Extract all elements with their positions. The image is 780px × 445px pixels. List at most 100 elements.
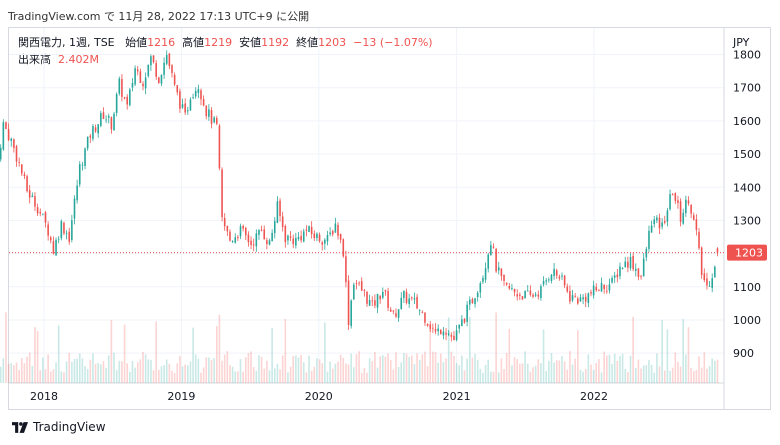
volume-bar [439,353,442,383]
candle-body [671,194,674,196]
candle-body [463,318,466,323]
candle-body [611,277,613,283]
volume-bar [634,367,637,383]
volume-bar [374,352,376,383]
volume-bar [271,327,273,383]
volume-bar [537,359,540,383]
volume-bar [389,360,392,383]
volume-bar [105,367,107,383]
candle-body [582,297,584,300]
candle-body [392,310,395,312]
volume-bar [268,370,271,383]
volume-bar [10,363,13,383]
volume-bar [658,366,661,383]
volume-bar [355,354,358,383]
volume-bar [318,359,321,383]
candle-body [424,312,426,323]
candle-body [410,297,413,299]
volume-bar [189,361,192,383]
volume-bar [474,353,476,383]
volume-bar [89,359,92,383]
candle-body [503,274,505,281]
x-tick-label: 2022 [580,390,608,403]
volume-bar [292,356,295,383]
volume-bar [73,359,76,383]
candle-body [405,291,408,303]
volume-bar [210,360,213,383]
volume-bar [208,357,210,383]
candle-body [500,268,503,277]
volume-bar [627,372,629,383]
volume-bar [0,366,2,383]
y-tick-label: 1600 [733,115,761,128]
candle-body [13,139,15,148]
candle-body [645,248,648,258]
volume-bar [223,354,226,383]
volume-bar [521,363,524,383]
volume-bar [226,351,229,383]
volume-bar [682,319,685,383]
volume-bar [100,364,102,383]
volume-bar [368,358,371,383]
candle-body [57,238,60,240]
volume-bar [168,363,171,383]
last-price-label: 1203 [735,247,763,260]
y-tick-label: 900 [733,347,754,360]
candle-body [89,135,92,138]
candle-body [476,292,479,298]
volume-bar [708,365,711,383]
volume-bar [405,353,408,383]
volume-bar [321,363,323,383]
volume-bar [395,352,397,383]
volume-bar [194,354,197,383]
candle-body [619,266,621,277]
volume-bar [76,358,78,383]
candle-body [342,239,345,257]
volume-label: 出来高 [18,53,51,66]
volume-bar [685,354,687,383]
volume-bar [171,370,173,383]
volume-bar [339,354,342,383]
volume-bar [110,320,113,383]
candle-body [682,212,685,224]
volume-bar [698,356,700,383]
candle-body [439,330,442,335]
volume-bar [65,361,68,383]
volume-bar [205,357,208,383]
candle-body [613,275,616,278]
candle-body [263,229,266,240]
candle-body [244,227,247,236]
volume-bar [173,372,176,383]
volume-bar [47,354,49,383]
chart-frame[interactable] [8,27,771,410]
y-tick-label: 1800 [733,49,761,62]
candle-body [223,217,226,227]
volume-bar [619,356,621,383]
volume-bar [247,353,250,383]
candle-body [703,273,706,281]
candle-body [466,304,468,322]
volume-bar [55,362,57,383]
volume-bar [231,366,234,383]
candle-body [363,290,366,291]
volume-bar [147,359,150,383]
volume-bar [637,359,640,383]
candle-body [685,199,687,214]
volume-bar [558,360,561,383]
volume-bar [677,361,679,383]
candle-body [215,118,218,124]
volume-bar [524,351,526,383]
volume-bar [503,369,505,383]
volume-bar [418,359,421,383]
candle-body [252,244,255,246]
candle-body [490,245,492,256]
volume-bar [134,367,136,383]
volume-bar [250,351,252,383]
y-tick-label: 1500 [733,148,761,161]
candle-body [231,241,234,243]
candle-body [690,205,692,214]
candle-body [226,225,229,232]
volume-bar [255,370,258,383]
volume-bar [706,368,708,383]
